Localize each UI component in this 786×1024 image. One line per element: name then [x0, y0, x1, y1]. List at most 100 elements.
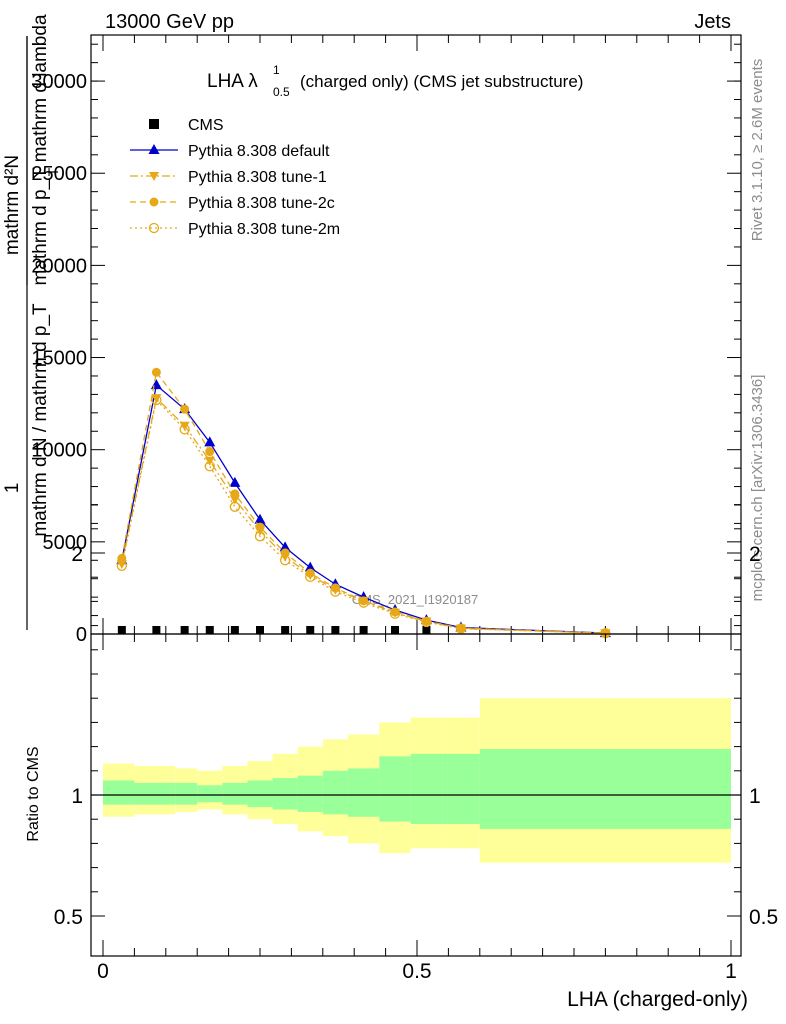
data-point-square: [306, 626, 315, 634]
ratio-band-bin: [379, 756, 411, 822]
legend-item: Pythia 8.308 tune-2m: [130, 221, 340, 238]
data-point-square: [281, 626, 290, 634]
legend: CMS Pythia 8.308 default Pythia 8.308 tune…: [130, 117, 340, 238]
legend-label: Pythia 8.308 tune-2c: [188, 195, 335, 212]
series-pythia-8-308-tune-2m: [116, 394, 611, 639]
data-point-open-circle: [151, 394, 162, 406]
series-cms: [117, 626, 431, 634]
legend-label: Pythia 8.308 tune-1: [188, 169, 327, 186]
legend-item: CMS: [149, 117, 224, 134]
data-point-square: [359, 626, 368, 634]
y-axis-label: 1 mathrm d N / mathrm d p_T mathrm d²N m…: [2, 14, 61, 630]
rivet-version-label: Rivet 3.1.10, ≥ 2.6M events: [749, 59, 766, 242]
ylabel-denominator: mathrm d N / mathrm d p_T: [30, 303, 51, 537]
ratio-band-bin: [297, 775, 323, 812]
ratio-band-bin: [134, 782, 176, 805]
data-point-open-circle: [116, 560, 127, 571]
data-point-triangle: [204, 436, 216, 447]
data-point-square: [331, 626, 340, 634]
ratio-band-bin: [103, 780, 135, 805]
y-tick-label: 5000: [43, 532, 88, 554]
data-point-circle: [180, 404, 190, 414]
data-point-open-circle: [204, 461, 215, 472]
ratio-band-bin: [175, 782, 198, 805]
ratio-band-bin: [247, 780, 273, 808]
ratio-band-bin: [347, 768, 380, 817]
data-point-open-circle: [254, 531, 266, 542]
data-point-square: [391, 626, 400, 634]
data-point-circle: [151, 367, 161, 377]
data-point-open-circle: [229, 501, 241, 512]
ratio-band-bin: [410, 753, 443, 825]
title-sup: 1: [273, 63, 280, 77]
data-point-square: [230, 626, 239, 634]
y-tick-label: 25000: [31, 163, 87, 185]
ratio-y-tick-label-right: 1: [749, 785, 761, 808]
data-point-open-circle: [389, 608, 401, 619]
data-point-open-circle: [330, 586, 341, 597]
ratio-y-tick-label-right: 2: [749, 543, 761, 566]
data-point-triangle-down: [229, 495, 240, 505]
ratio-panel: 0.5 0.5 1 1 2 2 0 0.5 1 Ratio to CMS LHA (charge…: [25, 504, 778, 1011]
x-tick-label: 0.5: [402, 960, 431, 983]
data-point-square: [180, 626, 189, 634]
analysis-watermark: CMS_2021_I1920187: [352, 592, 479, 607]
data-point-triangle-down: [179, 421, 190, 431]
x-axis-label: LHA (charged-only): [567, 988, 748, 1011]
data-point-circle: [230, 489, 240, 499]
plot-title: LHA λ 1 0.5 (charged only) (CMS jet subs…: [207, 63, 583, 99]
process-label: Jets: [694, 11, 731, 33]
legend-label: Pythia 8.308 tune-2m: [188, 221, 340, 238]
data-point-circle: [305, 568, 315, 578]
legend-marker-triangle: [148, 144, 160, 154]
data-point-open-circle: [421, 616, 432, 628]
x-tick-label: 1: [725, 960, 737, 983]
data-point-circle: [421, 616, 431, 626]
main-panel: 0 5000 10000 15000 20000 25000 30000 CMS_2021_…: [2, 14, 742, 646]
energy-label: 13000 GeV pp: [105, 11, 234, 33]
series-line: [121, 383, 606, 634]
y-tick-label: 10000: [31, 440, 87, 462]
data-point-square: [256, 626, 264, 634]
legend-marker-open-circle: [148, 222, 160, 234]
ratio-y-tick-label-left: 1: [71, 785, 83, 808]
ratio-band-bin: [479, 749, 731, 829]
legend-item: Pythia 8.308 tune-2c: [130, 195, 335, 212]
data-point-square: [117, 626, 126, 634]
legend-label: Pythia 8.308 default: [188, 143, 330, 160]
data-point-triangle: [229, 476, 241, 487]
title-main: LHA λ: [207, 71, 258, 92]
legend-label: CMS: [188, 117, 224, 134]
ratio-band-bin: [322, 770, 348, 815]
y-tick-label: 15000: [31, 348, 87, 370]
ratio-y-tick-label-left: 2: [71, 543, 83, 566]
ylabel-subscript: T: [45, 167, 61, 176]
legend-item: Pythia 8.308 default: [130, 143, 330, 160]
legend-marker-square: [149, 119, 159, 129]
data-point-triangle: [254, 513, 266, 524]
ylabel-numerator: 1: [2, 483, 23, 494]
ratio-band-stat: [103, 749, 731, 829]
ratio-band-bin: [272, 778, 298, 810]
data-point-open-circle: [279, 555, 291, 566]
ratio-band-bin: [197, 785, 223, 803]
data-point-triangle: [279, 541, 291, 552]
series-line: [121, 398, 606, 634]
legend-item: Pythia 8.308 tune-1: [130, 169, 327, 186]
legend-marker-triangle-down: [149, 172, 159, 181]
data-point-square: [205, 626, 214, 634]
series-line: [121, 396, 606, 634]
data-point-circle: [255, 522, 265, 532]
data-point-open-circle: [455, 623, 467, 634]
ratio-y-tick-label-left: 0.5: [54, 906, 83, 929]
data-point-circle: [205, 447, 215, 457]
title-rest: (charged only) (CMS jet substructure): [300, 72, 583, 91]
data-point-square: [152, 626, 161, 634]
mcplots-label: mcplots.cern.ch [arXiv:1306.3436]: [749, 375, 766, 602]
data-point-square: [422, 626, 431, 634]
legend-marker-circle: [149, 197, 159, 207]
ratio-band-bin: [442, 753, 480, 825]
data-point-circle: [280, 548, 290, 558]
ratio-y-tick-label-right: 0.5: [749, 906, 778, 929]
